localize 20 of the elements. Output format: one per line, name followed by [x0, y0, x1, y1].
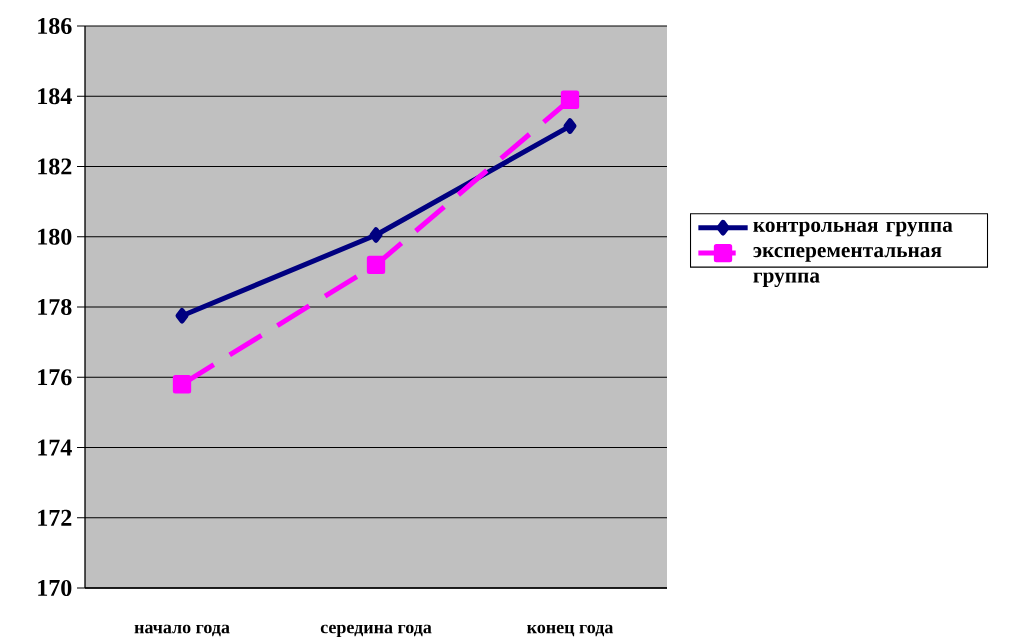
legend-label: эксперементальная группа	[753, 247, 942, 288]
x-tick-label: начало года	[134, 624, 230, 637]
y-tick-label: 180	[38, 228, 72, 245]
point	[172, 375, 192, 394]
x-tick-label: середина года	[320, 624, 432, 637]
y-tick-label: 170	[38, 579, 72, 597]
point	[175, 307, 189, 324]
point	[369, 227, 383, 243]
point	[366, 255, 386, 274]
y-tick-label: 172	[38, 509, 72, 526]
y-tick-label: 186	[38, 17, 72, 35]
y-tick-label: 176	[38, 369, 72, 386]
point	[563, 118, 577, 134]
y-tick-label: 178	[38, 298, 72, 316]
y-tick-label: 182	[38, 158, 72, 175]
x-tick-label: конец года	[527, 624, 614, 637]
y-tick-label: 184	[38, 88, 72, 105]
point	[560, 90, 580, 109]
y-tick-label: 174	[38, 439, 72, 456]
legend-label: контрольная группа	[753, 221, 953, 237]
